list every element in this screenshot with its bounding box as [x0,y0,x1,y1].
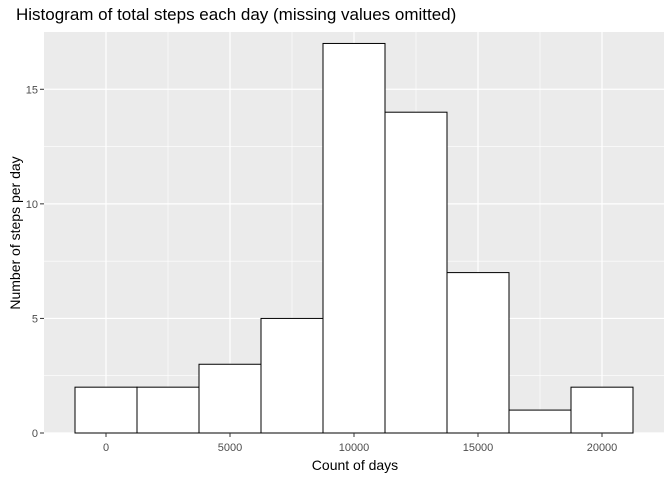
x-axis-ticks: 0 5000 10000 15000 20000 [103,433,617,454]
x-tick-label: 5000 [218,442,242,454]
histogram-bar [570,386,634,434]
histogram-bar [508,409,572,434]
x-tick-label: 10000 [339,442,370,454]
histogram-bar [260,317,324,434]
histogram-bar [322,42,386,434]
histogram-bars [74,42,634,434]
histogram-bar [198,363,262,434]
histogram-bar [384,111,448,434]
y-axis-ticks: 0 5 10 15 [26,84,44,440]
x-tick-label: 15000 [463,442,494,454]
y-tick-label: 15 [26,84,38,96]
x-axis-label: Count of days [312,457,398,473]
y-axis-label: Number of steps per day [7,156,23,309]
y-tick-label: 0 [32,428,38,440]
histogram-bar [446,272,510,434]
histogram-bar [74,386,138,434]
x-tick-label: 0 [103,442,109,454]
y-tick-label: 10 [26,199,38,211]
histogram-bar [136,386,200,434]
chart-title: Histogram of total steps each day (missi… [16,5,457,24]
y-tick-label: 5 [32,313,38,325]
x-tick-label: 20000 [587,442,618,454]
